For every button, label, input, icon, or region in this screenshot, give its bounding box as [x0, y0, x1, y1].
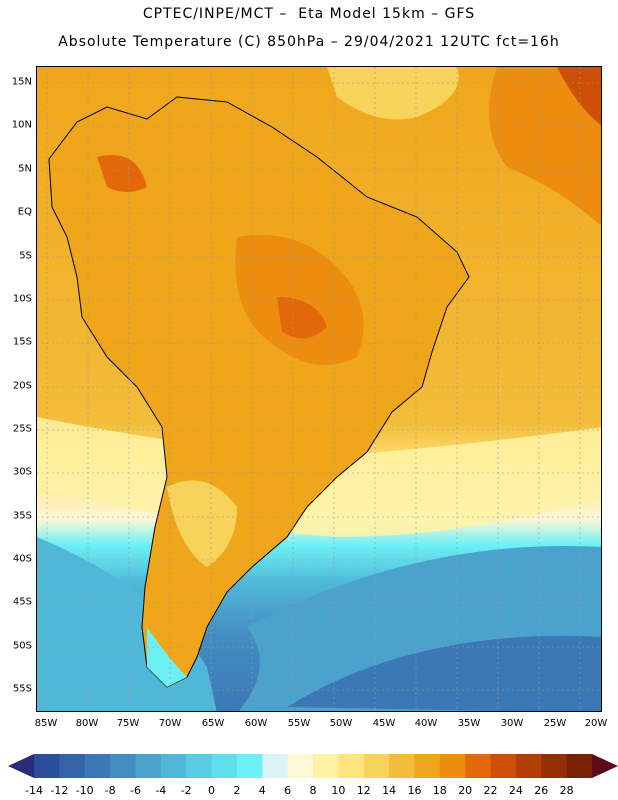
colorbar-over-arrow — [592, 754, 618, 778]
lon-label: 80W — [75, 718, 99, 729]
colorbar-tick-label: 0 — [208, 784, 215, 797]
colorbar-swatch — [389, 754, 415, 778]
colorbar-swatch — [84, 754, 111, 778]
colorbar-swatch — [211, 754, 238, 778]
hot-zone-north — [97, 155, 147, 192]
colorbar-tick-label: 16 — [407, 784, 422, 797]
colorbar-tick-label: -12 — [50, 784, 69, 797]
colorbar-swatch — [287, 754, 314, 778]
lon-label: 85W — [34, 718, 58, 729]
hot-zone-ne — [557, 67, 601, 126]
colorbar-tick-label: -4 — [155, 784, 167, 797]
colorbar-tick-label: 24 — [508, 784, 523, 797]
lat-label: 10N — [11, 119, 32, 131]
lat-label: 5N — [18, 163, 32, 175]
colorbar-swatch — [541, 754, 568, 778]
colorbar-under-arrow — [8, 754, 34, 778]
colorbar-swatch — [110, 754, 136, 778]
colorbar-swatch — [363, 754, 390, 778]
lon-label: 35W — [457, 718, 481, 729]
lat-label: 25S — [12, 423, 32, 435]
colorbar-tick-label: -6 — [130, 784, 141, 797]
colorbar-swatch — [313, 754, 339, 778]
lat-label: 55S — [12, 683, 32, 695]
colorbar-tick-label: -10 — [75, 784, 94, 797]
lon-label: 70W — [158, 718, 182, 729]
colorbar-tick-label: 28 — [559, 784, 574, 797]
lat-label: 45S — [12, 596, 32, 608]
colorbar-tick-label: 2 — [233, 784, 241, 797]
colorbar-swatch — [465, 754, 492, 778]
colorbar-tick-label: 12 — [356, 784, 371, 797]
colorbar-swatch — [160, 754, 187, 778]
lon-label: 40W — [414, 718, 438, 729]
lat-label: 15N — [11, 76, 32, 88]
lon-label: 65W — [201, 718, 225, 729]
colorbar-swatch — [236, 754, 263, 778]
colorbar-swatch — [34, 754, 60, 778]
colorbar-tick-label: 10 — [331, 784, 346, 797]
lat-label: 5S — [19, 250, 32, 262]
lat-label: 40S — [12, 553, 32, 565]
lon-label: 45W — [372, 718, 396, 729]
temperature-field — [37, 67, 601, 711]
colorbar-swatch — [439, 754, 466, 778]
colorbar-tick-label: -14 — [25, 784, 43, 797]
colorbar-swatch — [515, 754, 542, 778]
colorbar-tick-label: 6 — [284, 784, 292, 797]
lon-label: 55W — [287, 718, 311, 729]
lat-label: EQ — [17, 206, 32, 218]
colorbar-tick-label: 20 — [458, 784, 473, 797]
colorbar-tick-label: 14 — [382, 784, 397, 797]
hot-zone-interior — [277, 297, 327, 339]
colorbar-swatch — [135, 754, 162, 778]
map-title: CPTEC/INPE/MCT – Eta Model 15km – GFS — [142, 6, 476, 22]
lon-label: 60W — [244, 718, 268, 729]
colorbar-swatch — [59, 754, 86, 778]
colorbar-tick-label: 22 — [483, 784, 498, 797]
colorbar-tick-label: 4 — [258, 784, 266, 797]
lat-label: 15S — [12, 336, 32, 348]
lon-label: 30W — [500, 718, 524, 729]
colorbar-swatch — [186, 754, 213, 778]
lon-label: 75W — [116, 718, 140, 729]
warm-zone-ne — [489, 67, 601, 226]
lat-label: 30S — [12, 466, 32, 478]
colorbar-swatch — [338, 754, 365, 778]
mild-zone-north — [327, 67, 459, 120]
colorbar-tick-label: 8 — [309, 784, 317, 797]
cold-zone-patagonia — [147, 627, 187, 687]
colorbar-swatch — [490, 754, 517, 778]
mild-zone-south-cone — [167, 480, 237, 567]
colorbar-tick-label: 26 — [534, 784, 549, 797]
warm-zone-interior — [235, 235, 364, 365]
map-subtitle: Absolute Temperature (C) 850hPa – 29/04/… — [58, 34, 560, 50]
colorbar-tick-label: -2 — [180, 784, 192, 797]
lat-label: 20S — [12, 380, 32, 392]
continent-outline — [48, 96, 470, 688]
graticule — [37, 67, 601, 711]
colorbar-swatch — [262, 754, 289, 778]
lat-label: 35S — [12, 510, 32, 522]
lon-label: 25W — [543, 718, 567, 729]
colorbar-tick-label: 18 — [432, 784, 447, 797]
temperature-map — [36, 66, 602, 712]
colorbar-swatch — [414, 754, 441, 778]
lat-label: 50S — [12, 640, 32, 652]
colorbar-tick-label: -8 — [104, 784, 116, 797]
cold-core-south — [287, 635, 601, 711]
lon-label: 50W — [329, 718, 353, 729]
colorbar-swatch — [566, 754, 593, 778]
lon-label: 20W — [584, 718, 608, 729]
temperature-colorbar — [8, 754, 618, 778]
lat-label: 10S — [12, 293, 32, 305]
